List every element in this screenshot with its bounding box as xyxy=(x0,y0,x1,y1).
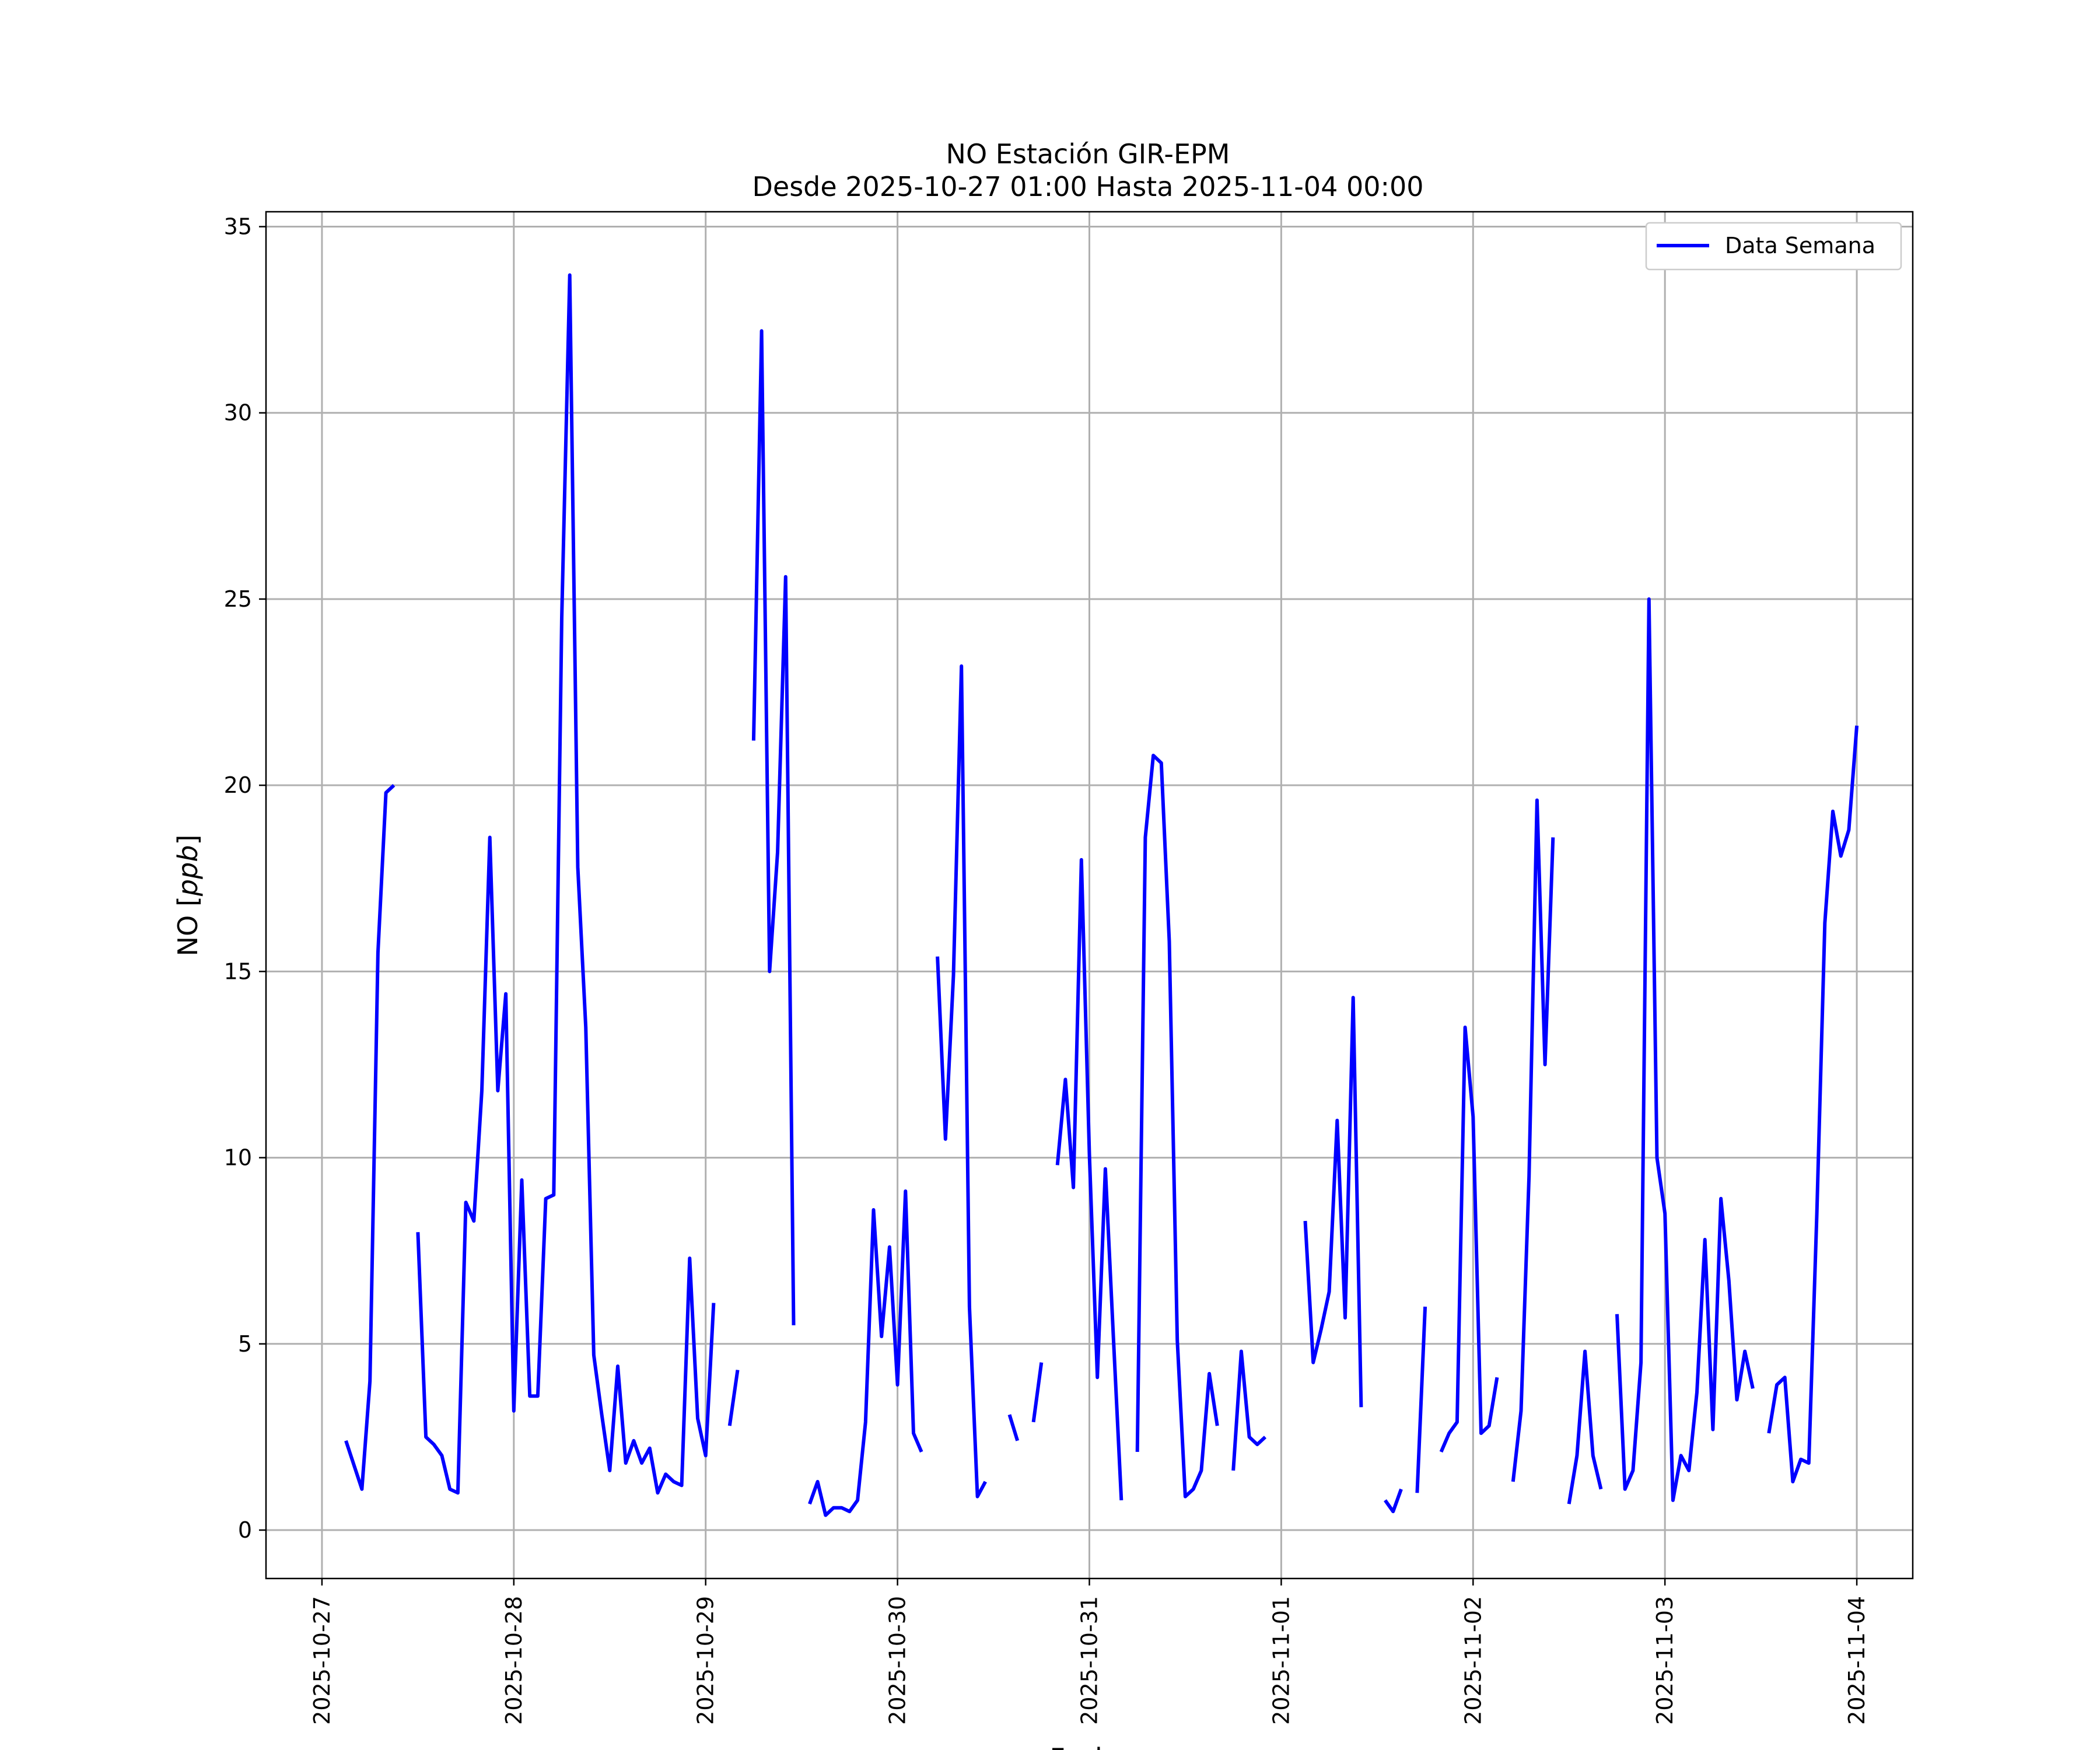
series-line-segment xyxy=(1384,1488,1403,1514)
series-line-segment xyxy=(1511,798,1555,1482)
series-data-semana xyxy=(344,273,1859,1517)
series-line-segment xyxy=(1031,1362,1044,1423)
y-tick-label: 5 xyxy=(238,1331,252,1357)
series-line-segment xyxy=(344,783,396,1491)
x-tick-label: 2025-11-03 xyxy=(1652,1596,1678,1725)
x-tick-label: 2025-10-28 xyxy=(501,1596,527,1725)
x-tick-label: 2025-11-04 xyxy=(1844,1596,1870,1725)
series-line-segment xyxy=(1135,754,1219,1499)
x-axis: 2025-10-27 2025-10-28 2025-10-29 2025-10-30… xyxy=(309,1578,1870,1725)
legend-label-data-semana: Data Semana xyxy=(1725,233,1875,258)
y-tick-label: 35 xyxy=(224,214,252,240)
series-line-segment xyxy=(1767,725,1859,1483)
legend-box xyxy=(1645,222,1902,271)
series-line-segment xyxy=(1007,1414,1020,1441)
chart-subtitle: Desde 2025-10-27 01:00 Hasta 2025-11-04 … xyxy=(752,171,1423,202)
x-axis-label: Fecha xyxy=(1050,1742,1129,1750)
series-line-segment xyxy=(808,1189,923,1517)
series-line-segment xyxy=(1439,1026,1499,1453)
y-tick-label: 10 xyxy=(224,1145,252,1171)
series-line-segment xyxy=(416,273,716,1495)
series-line-segment xyxy=(751,329,796,1325)
series-line-segment xyxy=(727,1370,740,1426)
x-tick-label: 2025-10-29 xyxy=(693,1596,719,1725)
x-tick-label: 2025-10-27 xyxy=(309,1596,335,1725)
series-line-segment xyxy=(1415,1306,1427,1493)
x-tick-label: 2025-11-01 xyxy=(1268,1596,1294,1725)
chart-title: NO Estación GIR-EPM xyxy=(946,138,1230,170)
x-tick-label: 2025-10-30 xyxy=(885,1596,911,1725)
y-tick-label: 25 xyxy=(224,586,252,612)
x-tick-label: 2025-11-02 xyxy=(1460,1596,1486,1725)
series-line-segment xyxy=(1303,996,1363,1408)
y-tick-label: 0 xyxy=(238,1517,252,1543)
series-line-segment xyxy=(1615,597,1755,1502)
x-tick-label: 2025-10-31 xyxy=(1077,1596,1102,1725)
series-line-segment xyxy=(1567,1349,1603,1504)
series-line-segment xyxy=(1231,1349,1267,1471)
series-line-segment xyxy=(1055,858,1124,1501)
series-line-segment xyxy=(936,664,987,1499)
legend: Data Semana xyxy=(1645,222,1902,271)
y-tick-label: 15 xyxy=(224,958,252,984)
y-tick-label: 30 xyxy=(224,400,252,426)
y-axis-label: NO [ppb] xyxy=(172,835,204,957)
y-axis: 0 5 10 15 20 25 30 35 xyxy=(224,214,266,1543)
y-tick-label: 20 xyxy=(224,772,252,798)
